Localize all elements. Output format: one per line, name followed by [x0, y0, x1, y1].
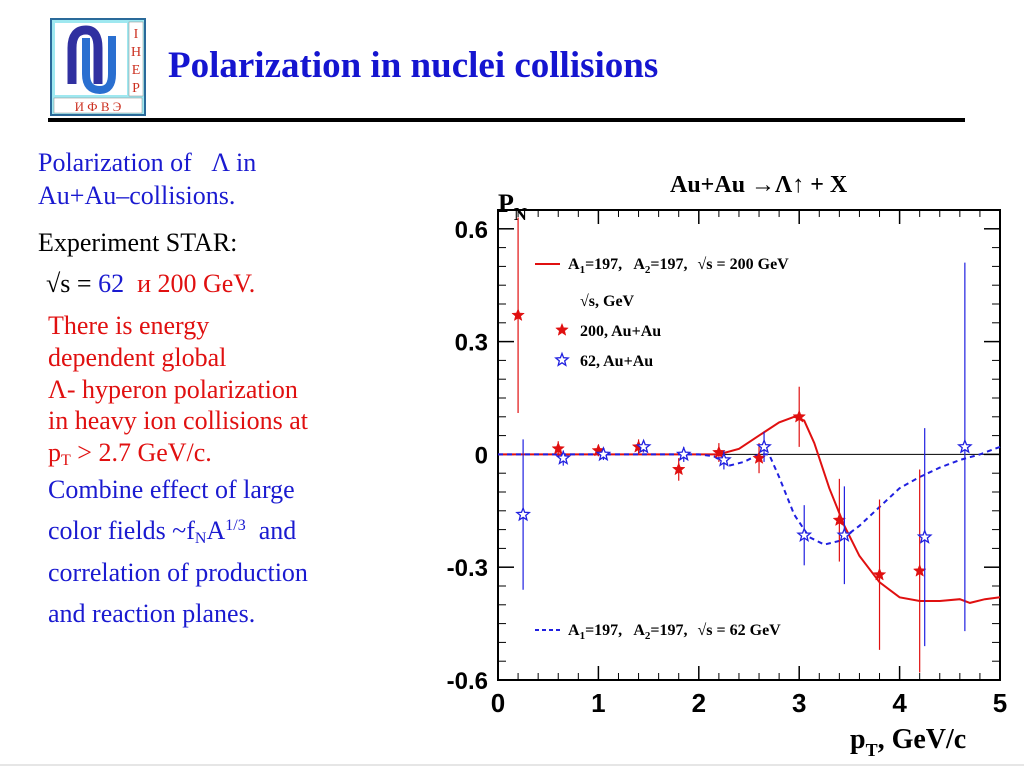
intro-line-2: Au+Au–collisions. — [38, 181, 236, 211]
x-tick-label: 5 — [993, 688, 1007, 718]
data-point-62 — [836, 526, 853, 542]
polarization-chart: Au+Au →Λ↑ + X PN pT, GeV/c 0 1 2 3 4 5 0.6 0.3 0… — [420, 160, 1020, 760]
y-tick-label: 0.3 — [455, 330, 488, 357]
chart-title: Au+Au →Λ↑ + X — [670, 172, 848, 198]
theory-curve-200 — [498, 415, 1001, 604]
chart-svg: Au+Au →Λ↑ + X PN pT, GeV/c 0 1 2 3 4 5 0.6 0.3 0… — [447, 172, 1008, 760]
data-point-200 — [671, 462, 686, 476]
title-divider — [48, 118, 965, 122]
experiment-label: Experiment STAR: — [38, 228, 238, 258]
legend: A1=197, A2=197, √s = 200 GeV √s, GeV 200… — [535, 256, 789, 642]
legend-item-200: 200, Au+Au — [580, 323, 661, 340]
logo-bottom-letters: И Ф В Э — [75, 99, 122, 114]
x-tick-label: 0 — [491, 688, 505, 718]
y-tick-label: -0.3 — [447, 555, 488, 582]
x-axis-label: pT, GeV/c — [850, 724, 966, 760]
legend-header: √s, GeV — [580, 293, 635, 310]
page-title: Polarization in nuclei collisions — [168, 45, 659, 86]
logo-letter-p: P — [132, 81, 140, 96]
data-point-200 — [792, 409, 807, 423]
x-tick-label: 3 — [792, 688, 806, 718]
x-tick-label: 4 — [892, 688, 907, 718]
data-point-62 — [515, 506, 532, 522]
plot-frame — [497, 209, 1001, 681]
data-point-62 — [555, 449, 572, 465]
data-point-62 — [796, 526, 813, 542]
data-point-200 — [712, 445, 726, 459]
y-axis-label: PN — [498, 189, 527, 224]
data-point-62 — [715, 451, 732, 467]
x-tick-label: 2 — [692, 688, 706, 718]
legend-curve-62: A1=197, A2=197, √s = 62 GeV — [568, 622, 781, 642]
y-tick-label: 0.6 — [455, 217, 488, 244]
data-point-200 — [551, 441, 566, 455]
data-point-62 — [595, 446, 612, 462]
logo-letter-h: H — [131, 45, 141, 60]
legend-marker-62 — [554, 351, 570, 367]
data-point-200 — [511, 308, 525, 322]
data-point-62 — [635, 438, 652, 454]
ihep-logo: I H E P И Ф В Э — [50, 18, 146, 116]
data-point-200 — [872, 567, 887, 581]
conclusion-red: There is energy dependent global Λ- hype… — [48, 311, 308, 469]
data-point-62 — [956, 438, 973, 454]
footer-line — [0, 764, 1024, 766]
intro-line-1: Polarization of Λ in — [38, 148, 257, 177]
legend-marker-200 — [555, 322, 569, 336]
legend-curve-200: A1=197, A2=197, √s = 200 GeV — [568, 256, 789, 276]
conclusion-blue: Combine effect of large color fields ~fN… — [48, 474, 308, 629]
data-point-62 — [756, 438, 772, 454]
energy-line: √s = 62 и 200 GeV. — [46, 269, 256, 299]
y-tick-label: 0 — [475, 442, 488, 469]
logo-letter-e: E — [132, 63, 141, 78]
logo-letter-i: I — [134, 27, 139, 42]
x-tick-label: 1 — [591, 688, 605, 718]
legend-item-62: 62, Au+Au — [580, 353, 653, 370]
left-text-column: Polarization of Λ in Au+Au–collisions. E… — [38, 146, 398, 635]
y-tick-label: -0.6 — [447, 668, 488, 695]
data-point-62 — [675, 446, 692, 462]
data-point-62 — [916, 528, 933, 544]
